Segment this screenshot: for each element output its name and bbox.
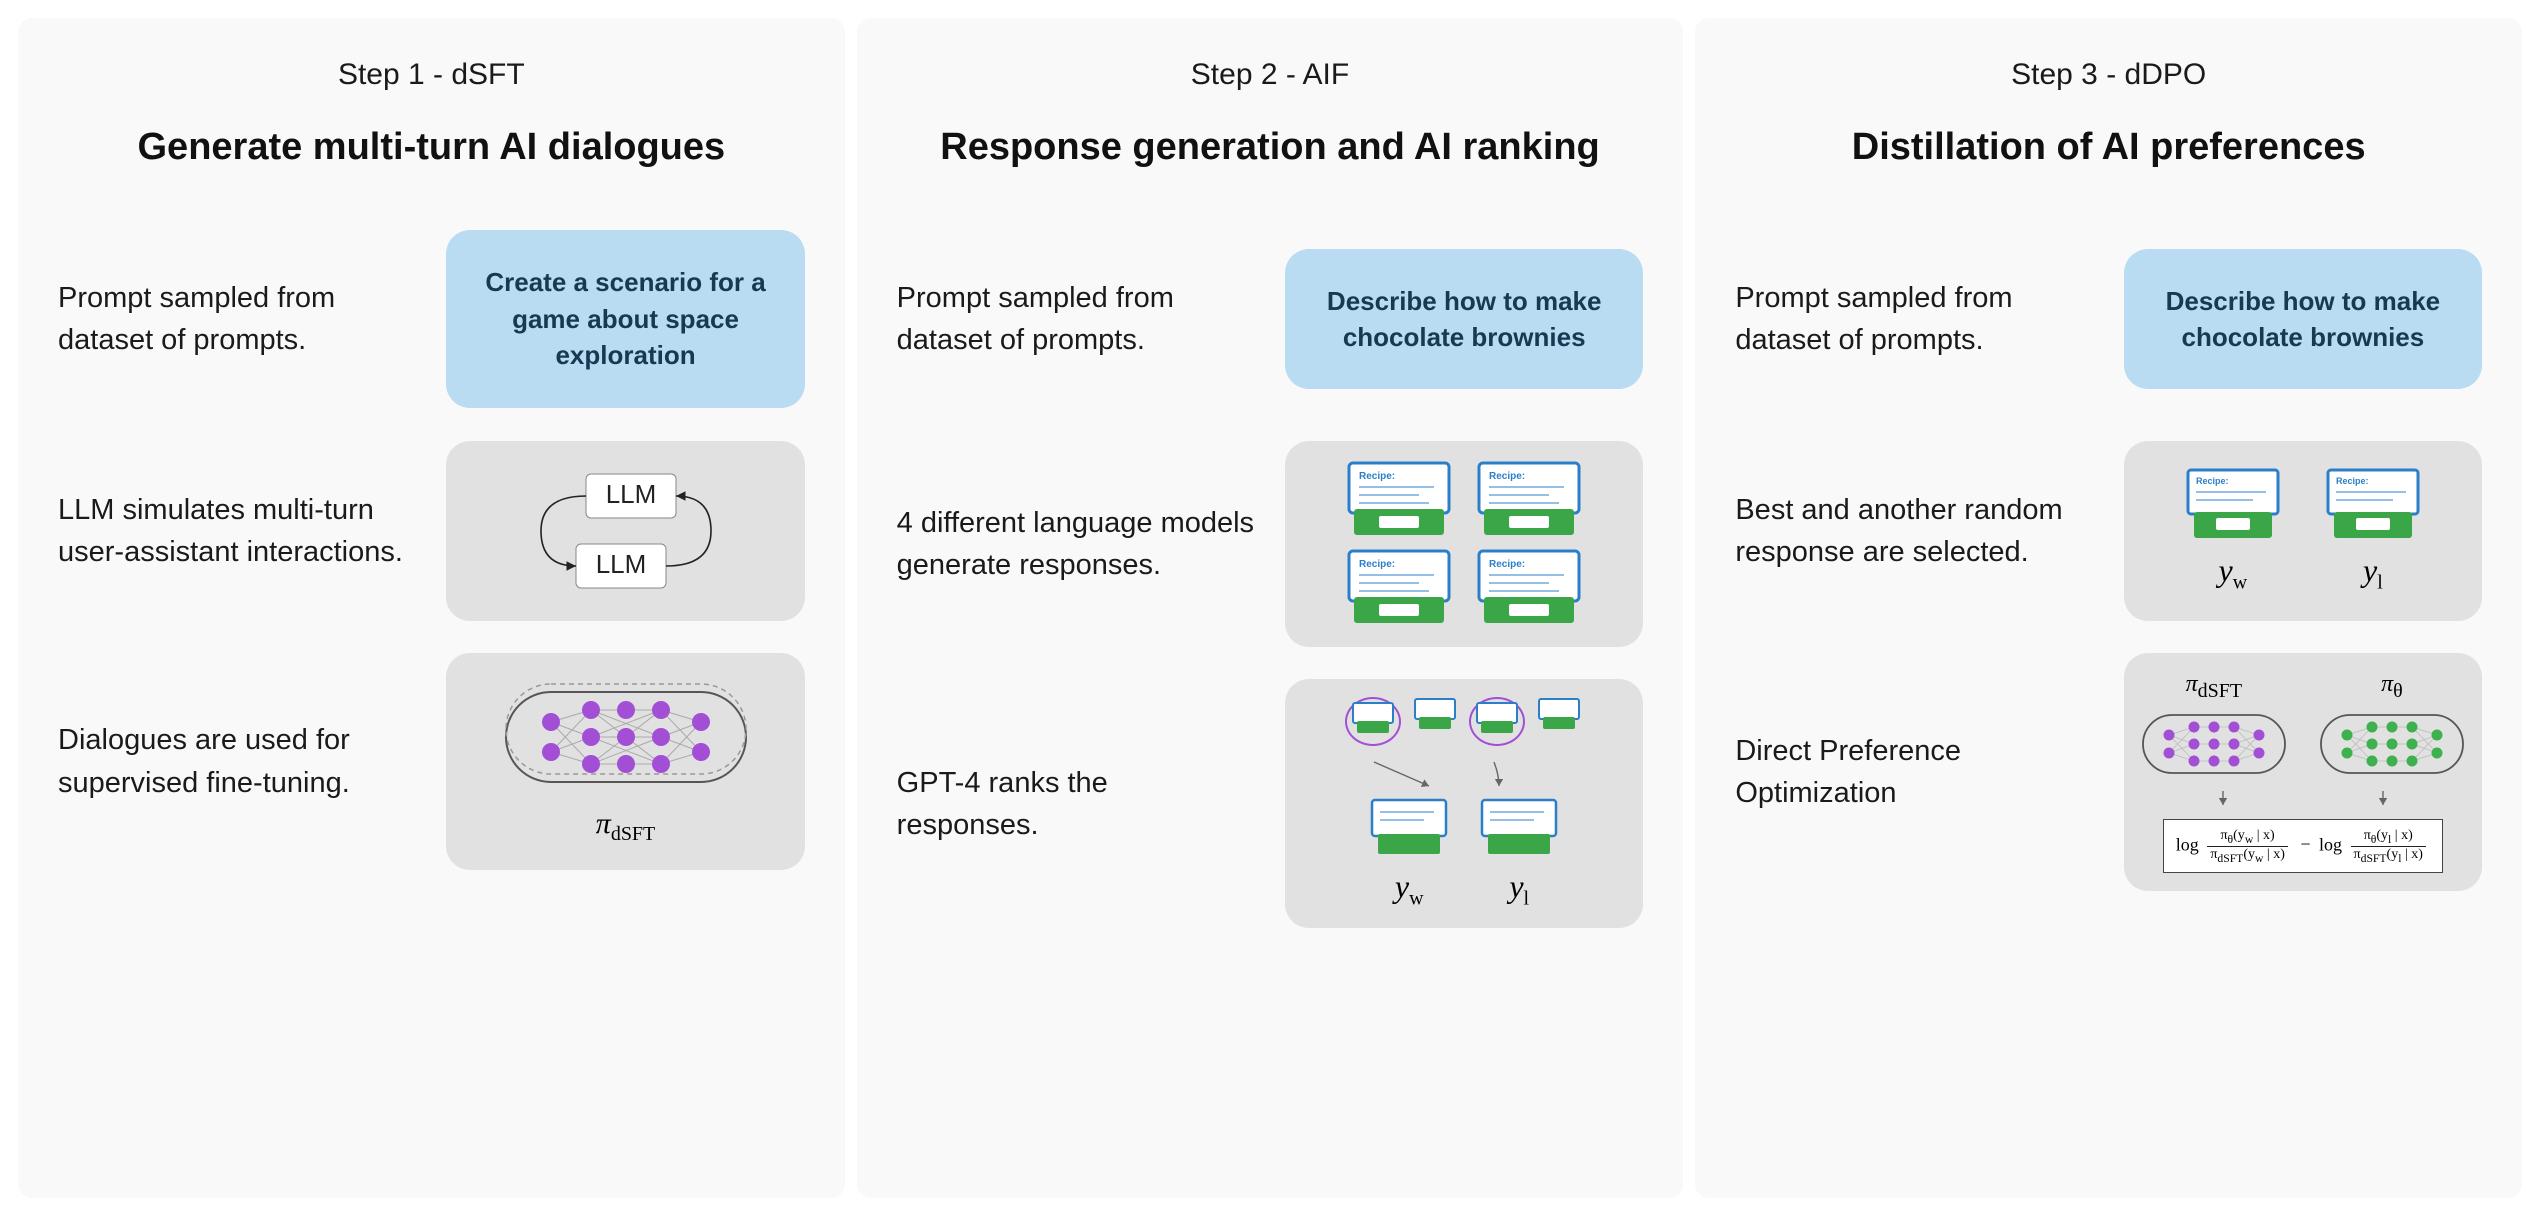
- svg-text:LLM: LLM: [605, 479, 656, 509]
- row-graphic: πdSFT: [446, 653, 804, 870]
- llm-cycle-icon: LLM LLM: [486, 456, 766, 606]
- row-graphic: yw yl: [1285, 679, 1643, 928]
- llm-cycle-box: LLM LLM: [446, 441, 804, 621]
- row: Best and another random response are sel…: [1735, 441, 2482, 621]
- yl-col: Recipe: yl: [2318, 468, 2428, 594]
- row-text: Prompt sampled from dataset of prompts.: [1735, 277, 2093, 361]
- yw-label: yw: [2219, 552, 2248, 594]
- row-graphic: Describe how to make chocolate brownies: [1285, 249, 1643, 390]
- neural-net-icon: [496, 677, 756, 797]
- recipe-card-icon: Recipe:: [1469, 549, 1589, 627]
- step-label: Step 1 - dSFT: [58, 58, 805, 92]
- headline: Distillation of AI preferences: [1735, 126, 2482, 169]
- recipe-2-box: Recipe: yw Recipe: yl: [2124, 441, 2482, 621]
- row-text: 4 different language models generate res…: [897, 502, 1255, 586]
- yl-col: yl: [1474, 798, 1564, 910]
- headline: Response generation and AI ranking: [897, 126, 1644, 169]
- selected-icon: [1469, 697, 1525, 746]
- yl-label: yl: [1509, 868, 1529, 910]
- step-label: Step 2 - AIF: [897, 58, 1644, 92]
- svg-text:Recipe:: Recipe:: [1359, 471, 1395, 482]
- row: 4 different language models generate res…: [897, 441, 1644, 647]
- svg-text:Recipe:: Recipe:: [2196, 476, 2229, 486]
- row-text: LLM simulates multi-turn user-assistant …: [58, 489, 416, 573]
- yw-label: yw: [1395, 868, 1424, 910]
- two-col: Recipe: yw Recipe: yl: [2178, 468, 2428, 594]
- recipe-card-icon: [1474, 798, 1564, 858]
- dpo-box: πdSFT πθ: [2124, 653, 2482, 891]
- row-text: Prompt sampled from dataset of prompts.: [897, 277, 1255, 361]
- row-text: Direct Preference Optimization: [1735, 730, 2093, 814]
- yw-col: yw: [1364, 798, 1454, 910]
- pi-dsft-label: πdSFT: [2186, 671, 2243, 703]
- row-text: Best and another random response are sel…: [1735, 489, 2093, 573]
- dpo-formula: log πθ(yw | x) πdSFT(yw | x) − log πθ(yl…: [2163, 819, 2443, 874]
- row: Prompt sampled from dataset of prompts. …: [58, 229, 805, 409]
- recipe-card-icon: Recipe:: [2318, 468, 2428, 542]
- selected-icon: [1345, 697, 1401, 746]
- recipe-card-icon: Recipe:: [1469, 461, 1589, 539]
- yw-col: Recipe: yw: [2178, 468, 2288, 594]
- headline: Generate multi-turn AI dialogues: [58, 126, 805, 169]
- dpo-arrows-icon: [2143, 789, 2463, 809]
- row: Direct Preference Optimization πdSFT πθ: [1735, 653, 2482, 891]
- panel-step2: Step 2 - AIF Response generation and AI …: [857, 18, 1684, 1198]
- neural-net-icon: [2139, 709, 2289, 779]
- row-text: GPT-4 ranks the responses.: [897, 762, 1255, 846]
- nn-box: πdSFT: [446, 653, 804, 870]
- recipe-card-icon: [1411, 697, 1459, 733]
- recipe-card-icon: [1364, 798, 1454, 858]
- row: Prompt sampled from dataset of prompts. …: [1735, 229, 2482, 409]
- row-text: Prompt sampled from dataset of prompts.: [58, 277, 416, 361]
- recipe-card-icon: [1535, 697, 1583, 733]
- prompt-box: Describe how to make chocolate brownies: [1285, 249, 1643, 390]
- svg-text:LLM: LLM: [595, 549, 646, 579]
- rank-winners: yw yl: [1364, 798, 1564, 910]
- row-graphic: Recipe: yw Recipe: yl: [2124, 441, 2482, 621]
- row-text: Dialogues are used for supervised fine-t…: [58, 719, 416, 803]
- rank-candidates: [1345, 697, 1583, 746]
- rank-box: yw yl: [1285, 679, 1643, 928]
- svg-text:Recipe:: Recipe:: [1489, 471, 1525, 482]
- rank-arrows-icon: [1344, 760, 1584, 790]
- recipe-card-icon: Recipe:: [1339, 549, 1459, 627]
- prompt-box: Describe how to make chocolate brownies: [2124, 249, 2482, 390]
- svg-text:Recipe:: Recipe:: [1359, 559, 1395, 570]
- row: Prompt sampled from dataset of prompts. …: [897, 229, 1644, 409]
- row-graphic: Describe how to make chocolate brownies: [2124, 249, 2482, 390]
- recipe-card-icon: Recipe:: [2178, 468, 2288, 542]
- svg-text:Recipe:: Recipe:: [2336, 476, 2369, 486]
- row: Dialogues are used for supervised fine-t…: [58, 653, 805, 870]
- prompt-box: Create a scenario for a game about space…: [446, 230, 804, 407]
- step-label: Step 3 - dDPO: [1735, 58, 2482, 92]
- dpo-two-nets: πdSFT πθ: [2139, 671, 2467, 779]
- row: LLM simulates multi-turn user-assistant …: [58, 441, 805, 621]
- pi-theta-label: πθ: [2381, 671, 2403, 703]
- panel-step3: Step 3 - dDPO Distillation of AI prefere…: [1695, 18, 2522, 1198]
- panel-step1: Step 1 - dSFT Generate multi-turn AI dia…: [18, 18, 845, 1198]
- pi-dsft-col: πdSFT: [2139, 671, 2289, 779]
- recipe-card-icon: Recipe:: [1339, 461, 1459, 539]
- row: GPT-4 ranks the responses. yw: [897, 679, 1644, 928]
- recipe-4-box: Recipe: Recipe: Recipe: Recipe:: [1285, 441, 1643, 647]
- pi-dsft-label: πdSFT: [596, 807, 656, 846]
- recipe-grid: Recipe: Recipe: Recipe: Recipe:: [1339, 461, 1589, 627]
- pi-theta-col: πθ: [2317, 671, 2467, 779]
- neural-net-icon: [2317, 709, 2467, 779]
- yl-label: yl: [2363, 552, 2383, 594]
- row-graphic: Recipe: Recipe: Recipe: Recipe:: [1285, 441, 1643, 647]
- row-graphic: πdSFT πθ: [2124, 653, 2482, 891]
- row-graphic: Create a scenario for a game about space…: [446, 230, 804, 407]
- row-graphic: LLM LLM: [446, 441, 804, 621]
- svg-text:Recipe:: Recipe:: [1489, 559, 1525, 570]
